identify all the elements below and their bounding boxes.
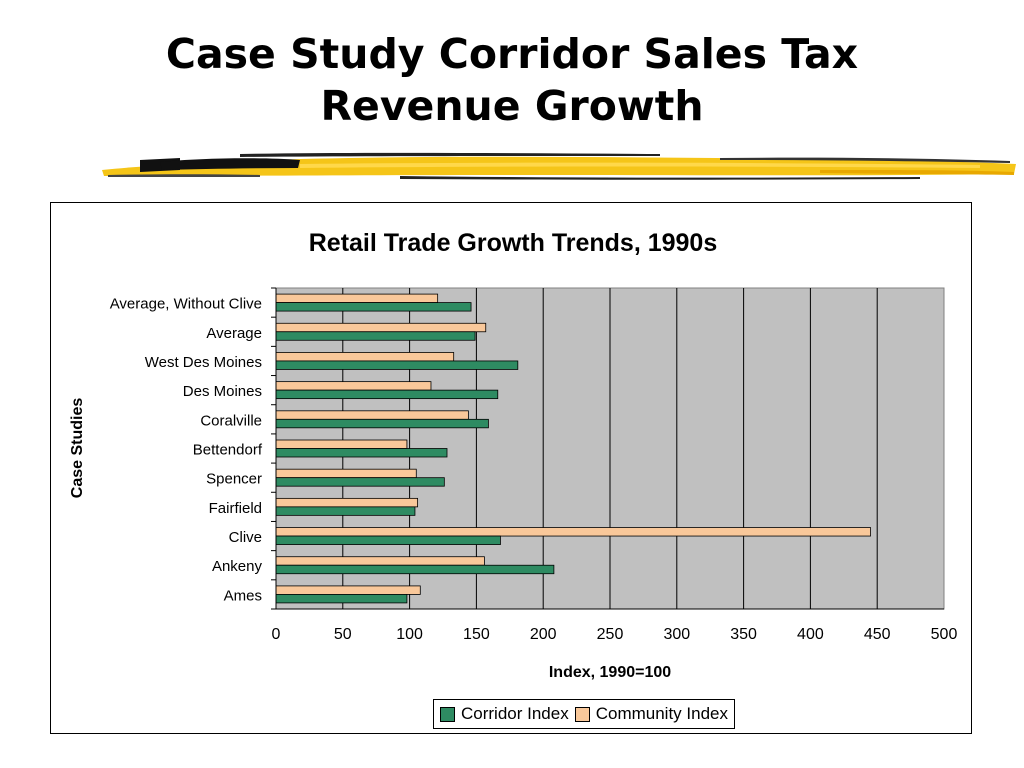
- y-tick-label-4: Coralville: [200, 412, 262, 429]
- legend-label-community: Community Index: [595, 704, 728, 723]
- bar-community-8: [275, 527, 871, 537]
- bar-corridor-3: [275, 389, 499, 400]
- y-tick-label-3: Des Moines: [183, 383, 262, 400]
- x-tick-label-250: 250: [597, 626, 624, 643]
- bar-community-7: [275, 497, 419, 508]
- bar-corridor-10: [275, 594, 408, 604]
- slide-title: Case Study Corridor Sales Tax Revenue Gr…: [0, 28, 1024, 132]
- bar-community-5: [275, 439, 408, 449]
- legend-item-corridor: Corridor Index: [440, 704, 569, 724]
- y-tick-label-7: Fairfield: [209, 500, 262, 517]
- bar-corridor-6: [275, 477, 445, 487]
- bar-corridor-9: [275, 564, 555, 575]
- y-axis-label: Case Studies: [69, 398, 86, 499]
- slide-title-line2: Revenue Growth: [320, 82, 704, 130]
- y-tick-label-5: Bettendorf: [193, 442, 263, 459]
- bar-community-0: [275, 293, 439, 303]
- bar-chart: Retail Trade Growth Trends, 1990s Averag…: [69, 229, 958, 681]
- y-tick-label-10: Ames: [224, 587, 262, 604]
- bar-community-6: [275, 468, 417, 479]
- y-tick-label-1: Average: [206, 325, 262, 342]
- bar-community-10: [275, 585, 421, 595]
- bar-corridor-4: [275, 418, 489, 429]
- bar-community-1: [275, 322, 487, 333]
- chart-legend: Corridor Index Community Index: [433, 699, 735, 729]
- bar-community-9: [275, 556, 485, 566]
- bar-corridor-0: [275, 302, 472, 312]
- bar-community-4: [275, 410, 469, 420]
- bar-corridor-8: [275, 535, 501, 545]
- x-tick-labels: 0 50 100 150 200 250 300 350 400 450 500: [272, 626, 958, 643]
- y-tick-label-2: West Des Moines: [145, 354, 262, 371]
- bar-community-2: [275, 352, 455, 362]
- legend-swatch-corridor: [440, 706, 455, 722]
- x-tick-label-50: 50: [334, 626, 352, 643]
- bars: [275, 293, 871, 604]
- slide-title-line1: Case Study Corridor Sales Tax: [165, 30, 859, 78]
- brush-stroke-divider: [102, 152, 1016, 180]
- x-tick-label-200: 200: [530, 626, 557, 643]
- x-axis-label: Index, 1990=100: [549, 664, 671, 681]
- x-tick-label-400: 400: [797, 626, 824, 643]
- bar-corridor-5: [275, 448, 448, 458]
- y-tick-labels: Average, Without Clive Average West Des Mo…: [110, 296, 263, 605]
- chart-title: Retail Trade Growth Trends, 1990s: [309, 229, 717, 257]
- x-tick-label-500: 500: [931, 626, 958, 643]
- chart-frame: Retail Trade Growth Trends, 1990s Averag…: [50, 202, 972, 734]
- bar-community-3: [275, 381, 432, 391]
- bar-corridor-2: [275, 360, 519, 370]
- y-tick-label-9: Ankeny: [212, 558, 263, 575]
- legend-item-community: Community Index: [574, 704, 728, 724]
- legend-label-corridor: Corridor Index: [461, 704, 569, 723]
- x-tick-label-100: 100: [396, 626, 423, 643]
- x-tick-label-0: 0: [272, 626, 281, 643]
- y-tick-label-8: Clive: [229, 529, 262, 546]
- x-tick-label-150: 150: [463, 626, 490, 643]
- x-tick-label-450: 450: [864, 626, 891, 643]
- bar-corridor-1: [275, 331, 476, 341]
- bar-corridor-7: [275, 506, 416, 516]
- legend-swatch-community: [574, 706, 590, 722]
- y-tick-label-0: Average, Without Clive: [110, 296, 262, 313]
- x-tick-label-350: 350: [730, 626, 757, 643]
- y-tick-marks: [271, 287, 276, 610]
- gridlines: [342, 288, 878, 609]
- y-tick-label-6: Spencer: [206, 471, 262, 488]
- x-tick-label-300: 300: [663, 626, 690, 643]
